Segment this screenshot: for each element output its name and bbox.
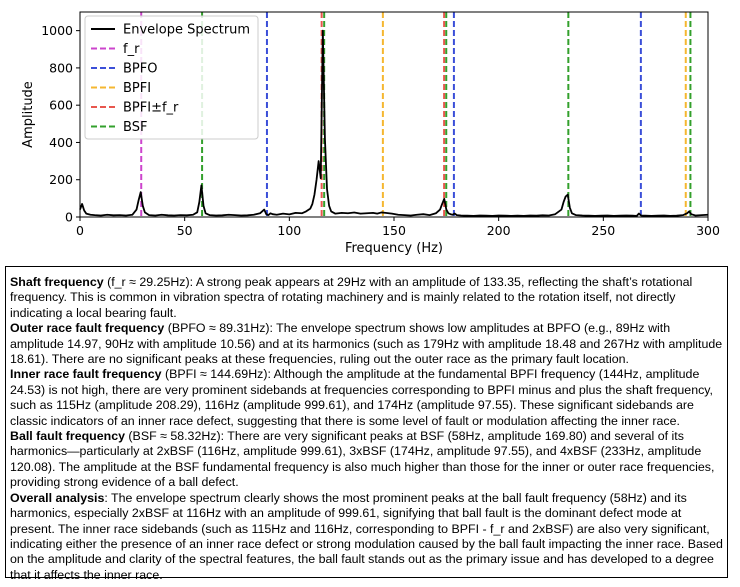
x-tick-label: 100	[277, 223, 301, 238]
x-axis-label: Frequency (Hz)	[345, 241, 443, 256]
x-tick-label: 300	[696, 223, 720, 238]
chart-svg: 0 50 100 150 200 250 300 0 200 400 600 800 1000 Fre…	[21, 11, 720, 256]
x-tick-label: 0	[76, 223, 84, 238]
series-layer	[79, 29, 709, 217]
legend: Envelope Spectrum f_r BPFO BPFI BPFI±f_r BSF	[84, 15, 259, 140]
y-tick-label: 400	[49, 135, 73, 150]
analysis-overall-heading: Overall analysis	[10, 490, 105, 505]
analysis-inner-race: Inner race fault frequency (BPFI ≈ 144.6…	[10, 367, 723, 429]
legend-label: f_r	[123, 42, 140, 57]
y-tick-label: 800	[49, 60, 73, 75]
analysis-overall-text: : The envelope spectrum clearly shows th…	[10, 490, 723, 582]
analysis-outer-text: (BPFO ≈ 89.31Hz): The envelope spectrum …	[10, 321, 723, 367]
y-tick-label: 600	[49, 98, 73, 113]
legend-label: BSF	[123, 120, 147, 135]
legend-label: BPFI±f_r	[123, 101, 179, 116]
legend-label: BPFI	[123, 81, 151, 96]
analysis-overall: Overall analysis: The envelope spectrum …	[10, 491, 723, 583]
analysis-ball-text: (BSF ≈ 58.32Hz): There are very signific…	[10, 429, 715, 490]
x-tick-label: 150	[382, 223, 406, 238]
envelope-spectrum-chart: 0 50 100 150 200 250 300 0 200 400 600 800 1000 Fre…	[0, 0, 740, 262]
series-line-envelope-spectrum	[79, 29, 709, 217]
analysis-text-box: Shaft frequency (f_r ≈ 29.25Hz): A stron…	[5, 266, 728, 582]
x-tick-label: 50	[177, 223, 193, 238]
x-tick-label: 200	[487, 223, 511, 238]
y-tick-label: 1000	[41, 23, 73, 38]
analysis-outer-race: Outer race fault frequency (BPFO ≈ 89.31…	[10, 321, 723, 367]
y-tick-label: 200	[49, 172, 73, 187]
analysis-ball-heading: Ball fault frequency	[10, 429, 125, 444]
analysis-shaft-text: (f_r ≈ 29.25Hz): A strong peak appears a…	[10, 275, 693, 320]
x-axis-ticks: 0 50 100 150 200 250 300	[76, 217, 720, 238]
legend-label: BPFO	[123, 62, 157, 77]
legend-label: Envelope Spectrum	[123, 23, 250, 38]
legend-box	[84, 15, 259, 140]
analysis-ball: Ball fault frequency (BSF ≈ 58.32Hz): Th…	[10, 429, 723, 491]
x-tick-label: 250	[591, 223, 615, 238]
y-axis-label: Amplitude	[21, 81, 36, 148]
y-axis-ticks: 0 200 400 600 800 1000	[41, 23, 80, 225]
analysis-inner-heading: Inner race fault frequency	[10, 367, 162, 382]
y-tick-label: 0	[65, 210, 73, 225]
analysis-shaft: Shaft frequency (f_r ≈ 29.25Hz): A stron…	[10, 275, 723, 321]
analysis-shaft-heading: Shaft frequency	[10, 275, 104, 289]
analysis-outer-heading: Outer race fault frequency	[10, 321, 165, 336]
analysis-inner-text: (BPFI ≈ 144.69Hz): Although the amplitud…	[10, 367, 713, 428]
